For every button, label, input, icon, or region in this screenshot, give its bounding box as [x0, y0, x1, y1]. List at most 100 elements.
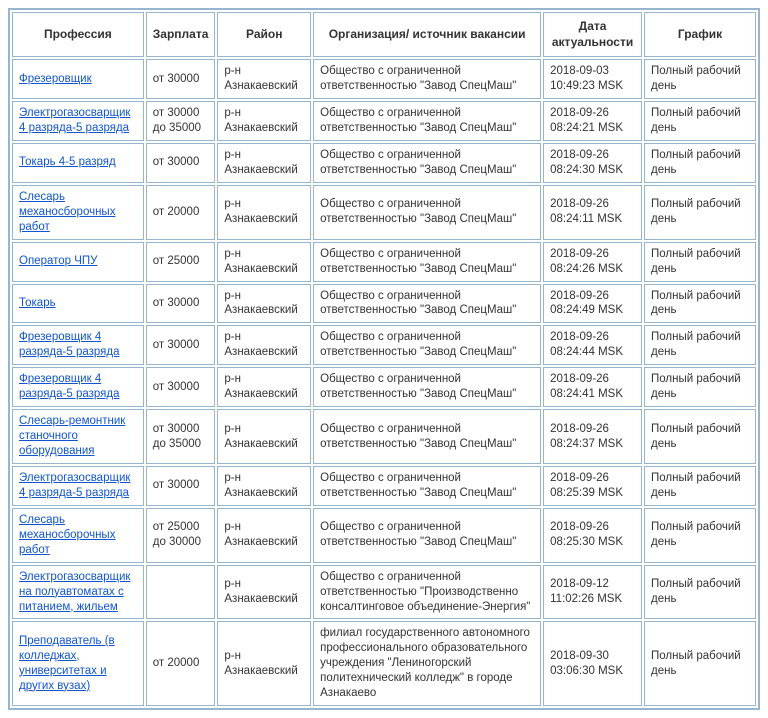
- table-row: Токарь 4-5 разряд от 30000р-н Азнакаевски…: [12, 143, 756, 183]
- cell-region: р-н Азнакаевский: [217, 565, 311, 620]
- cell-organization: Общество с ограниченной ответственностью…: [313, 242, 541, 282]
- profession-link[interactable]: Электрогазосварщик 4 разряда-5 разряда: [19, 472, 130, 499]
- cell-region: р-н Азнакаевский: [217, 143, 311, 183]
- cell-profession: Оператор ЧПУ: [12, 242, 144, 282]
- cell-date: 2018-09-26 08:24:26 MSK: [543, 242, 642, 282]
- cell-schedule: Полный рабочий день: [644, 284, 756, 324]
- cell-organization: Общество с ограниченной ответственностью…: [313, 466, 541, 506]
- table-row: Электрогазосварщик 4 разряда-5 разряда от…: [12, 101, 756, 141]
- cell-organization: Общество с ограниченной ответственностью…: [313, 59, 541, 99]
- profession-link[interactable]: Преподаватель (в колледжах, университета…: [19, 635, 115, 692]
- cell-organization: Общество с ограниченной ответственностью…: [313, 367, 541, 407]
- cell-organization: Общество с ограниченной ответственностью…: [313, 409, 541, 464]
- cell-salary: от 20000: [146, 621, 216, 706]
- cell-region: р-н Азнакаевский: [217, 508, 311, 563]
- cell-salary: от 30000: [146, 284, 216, 324]
- cell-schedule: Полный рабочий день: [644, 185, 756, 240]
- cell-schedule: Полный рабочий день: [644, 621, 756, 706]
- cell-date: 2018-09-26 08:24:41 MSK: [543, 367, 642, 407]
- profession-link[interactable]: Токарь: [19, 297, 56, 309]
- cell-date: 2018-09-26 08:24:21 MSK: [543, 101, 642, 141]
- cell-profession: Слесарь механосборочных работ: [12, 185, 144, 240]
- table-row: Оператор ЧПУот 25000р-н АзнакаевскийОбще…: [12, 242, 756, 282]
- profession-link[interactable]: Слесарь механосборочных работ: [19, 514, 115, 556]
- profession-link[interactable]: Фрезеровщик: [19, 73, 92, 85]
- cell-profession: Токарь: [12, 284, 144, 324]
- cell-profession: Электрогазосварщик 4 разряда-5 разряда: [12, 466, 144, 506]
- cell-profession: Слесарь-ремонтник станочного оборудовани…: [12, 409, 144, 464]
- table-row: Электрогазосварщик 4 разряда-5 разряда от…: [12, 466, 756, 506]
- cell-date: 2018-09-03 10:49:23 MSK: [543, 59, 642, 99]
- table-row: Преподаватель (в колледжах, университета…: [12, 621, 756, 706]
- cell-region: р-н Азнакаевский: [217, 59, 311, 99]
- table-row: Токарь от 30000р-н АзнакаевскийОбщество с…: [12, 284, 756, 324]
- cell-region: р-н Азнакаевский: [217, 325, 311, 365]
- table-row: Фрезеровщик от 30000р-н АзнакаевскийОбщес…: [12, 59, 756, 99]
- cell-schedule: Полный рабочий день: [644, 409, 756, 464]
- table-row: Слесарь-ремонтник станочного оборудовани…: [12, 409, 756, 464]
- cell-region: р-н Азнакаевский: [217, 466, 311, 506]
- cell-organization: Общество с ограниченной ответственностью…: [313, 101, 541, 141]
- table-row: Электрогазосварщик на полуавтоматах с пи…: [12, 565, 756, 620]
- cell-salary: от 30000: [146, 367, 216, 407]
- cell-salary: от 30000: [146, 466, 216, 506]
- header-salary: Зарплата: [146, 12, 216, 57]
- cell-salary: от 30000 до 35000: [146, 409, 216, 464]
- vacancies-table: Профессия Зарплата Район Организация/ ис…: [8, 8, 760, 710]
- cell-profession: Преподаватель (в колледжах, университета…: [12, 621, 144, 706]
- cell-schedule: Полный рабочий день: [644, 508, 756, 563]
- profession-link[interactable]: Оператор ЧПУ: [19, 255, 97, 267]
- cell-profession: Слесарь механосборочных работ: [12, 508, 144, 563]
- cell-date: 2018-09-26 08:25:30 MSK: [543, 508, 642, 563]
- header-date: Дата актуальности: [543, 12, 642, 57]
- cell-schedule: Полный рабочий день: [644, 143, 756, 183]
- cell-organization: филиал государственного автономного проф…: [313, 621, 541, 706]
- cell-schedule: Полный рабочий день: [644, 325, 756, 365]
- cell-date: 2018-09-26 08:25:39 MSK: [543, 466, 642, 506]
- cell-salary: от 30000: [146, 59, 216, 99]
- cell-schedule: Полный рабочий день: [644, 59, 756, 99]
- table-row: Слесарь механосборочных работ от 20000р-н…: [12, 185, 756, 240]
- table-row: Фрезеровщик 4 разряда-5 разряда от 30000р…: [12, 325, 756, 365]
- profession-link[interactable]: Токарь 4-5 разряд: [19, 156, 116, 168]
- profession-link[interactable]: Слесарь механосборочных работ: [19, 191, 115, 233]
- cell-salary: от 30000: [146, 143, 216, 183]
- cell-organization: Общество с ограниченной ответственностью…: [313, 284, 541, 324]
- cell-region: р-н Азнакаевский: [217, 185, 311, 240]
- cell-schedule: Полный рабочий день: [644, 242, 756, 282]
- cell-date: 2018-09-26 08:24:44 MSK: [543, 325, 642, 365]
- cell-date: 2018-09-26 08:24:30 MSK: [543, 143, 642, 183]
- profession-link[interactable]: Электрогазосварщик на полуавтоматах с пи…: [19, 571, 130, 613]
- cell-region: р-н Азнакаевский: [217, 242, 311, 282]
- profession-link[interactable]: Слесарь-ремонтник станочного оборудовани…: [19, 415, 125, 457]
- cell-organization: Общество с ограниченной ответственностью…: [313, 185, 541, 240]
- cell-organization: Общество с ограниченной ответственностью…: [313, 565, 541, 620]
- cell-salary: от 20000: [146, 185, 216, 240]
- cell-salary: от 30000 до 35000: [146, 101, 216, 141]
- header-profession: Профессия: [12, 12, 144, 57]
- cell-schedule: Полный рабочий день: [644, 101, 756, 141]
- cell-organization: Общество с ограниченной ответственностью…: [313, 143, 541, 183]
- cell-region: р-н Азнакаевский: [217, 101, 311, 141]
- cell-date: 2018-09-12 11:02:26 MSK: [543, 565, 642, 620]
- profession-link[interactable]: Электрогазосварщик 4 разряда-5 разряда: [19, 107, 130, 134]
- cell-date: 2018-09-26 08:24:37 MSK: [543, 409, 642, 464]
- profession-link[interactable]: Фрезеровщик 4 разряда-5 разряда: [19, 373, 120, 400]
- cell-region: р-н Азнакаевский: [217, 621, 311, 706]
- cell-profession: Электрогазосварщик 4 разряда-5 разряда: [12, 101, 144, 141]
- profession-link[interactable]: Фрезеровщик 4 разряда-5 разряда: [19, 331, 120, 358]
- header-organization: Организация/ источник вакансии: [313, 12, 541, 57]
- cell-date: 2018-09-26 08:24:11 MSK: [543, 185, 642, 240]
- table-header-row: Профессия Зарплата Район Организация/ ис…: [12, 12, 756, 57]
- cell-salary: от 25000 до 30000: [146, 508, 216, 563]
- cell-salary: от 30000: [146, 325, 216, 365]
- cell-date: 2018-09-30 03:06:30 MSK: [543, 621, 642, 706]
- header-schedule: График: [644, 12, 756, 57]
- table-row: Слесарь механосборочных работ от 25000 до…: [12, 508, 756, 563]
- cell-schedule: Полный рабочий день: [644, 565, 756, 620]
- cell-salary: [146, 565, 216, 620]
- cell-organization: Общество с ограниченной ответственностью…: [313, 325, 541, 365]
- cell-schedule: Полный рабочий день: [644, 466, 756, 506]
- cell-region: р-н Азнакаевский: [217, 284, 311, 324]
- cell-schedule: Полный рабочий день: [644, 367, 756, 407]
